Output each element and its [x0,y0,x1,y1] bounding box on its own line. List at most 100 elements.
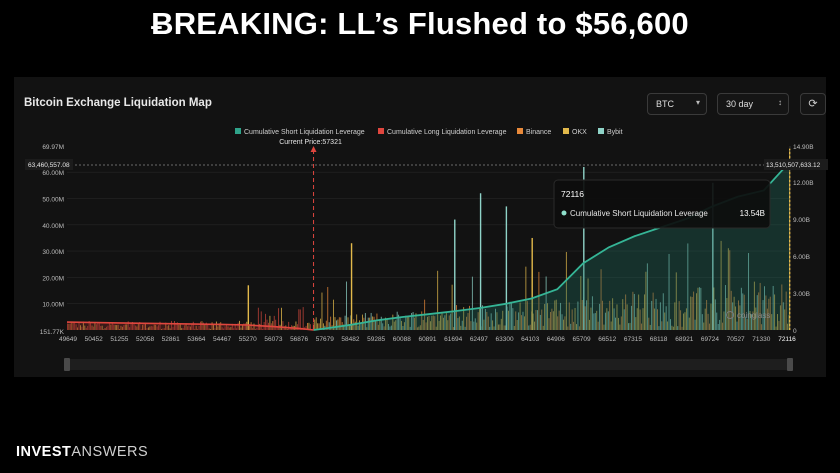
brand-bold: INVEST [16,444,72,460]
coin-select[interactable]: BTC ▾ [647,93,707,115]
range-scrollbar[interactable] [67,359,790,370]
exchange-bar [376,313,378,330]
legend-label: Bybit [607,129,623,136]
exchange-bar [519,302,521,330]
exchange-bar [435,326,437,330]
exchange-bar [408,315,410,330]
long-bar [185,323,187,330]
peak-bar [712,182,714,330]
exchange-bar [416,327,418,330]
long-bar [244,323,246,330]
exchange-bar [755,307,757,330]
exchange-bar [425,322,427,330]
exchange-bar [500,318,502,330]
long-bar [179,323,181,330]
exchange-bar [716,312,718,330]
long-bar [168,325,170,330]
long-bar [153,324,155,330]
long-bar [130,322,132,330]
long-leverage-line [66,321,314,331]
exchange-bar [604,312,606,330]
exchange-bar [678,301,680,330]
long-bar [108,322,110,330]
exchange-bar [740,287,742,330]
exchange-bar [769,296,771,330]
exchange-bar [448,315,450,330]
exchange-bar [736,321,738,330]
exchange-bar [476,322,478,330]
long-bar [94,322,96,330]
long-bar [75,324,77,330]
long-bar [129,327,131,330]
exchange-bar [322,323,324,330]
exchange-bar [578,326,580,330]
exchange-bar [367,317,369,330]
exchange-bar [564,316,566,330]
exchange-bar [515,311,517,330]
exchange-bar [551,308,553,330]
exchange-bar [730,290,732,330]
exchange-bar [444,315,446,330]
exchange-bar [779,305,781,330]
x-tick: 67315 [624,336,642,343]
exchange-bar [632,291,634,330]
exchange-bar [509,301,511,330]
exchange-bar [357,325,359,330]
long-bar [127,321,129,330]
exchange-bar [641,323,643,330]
x-tick: 71330 [752,336,770,343]
x-tick: 51255 [110,336,128,343]
refresh-button[interactable]: ⟳ [800,93,826,115]
long-bar [288,321,290,330]
long-bar [72,322,74,330]
range-select[interactable]: 30 day ↕ [717,93,789,115]
exchange-bar [328,322,330,330]
y-right-tick: 0 [793,328,797,335]
tooltip-value: 13.54B [740,209,765,218]
exchange-bar [617,317,619,330]
legend-swatch [517,128,523,134]
exchange-bar [602,300,603,330]
y-left-tick: 69.97M [42,144,64,151]
right-marker-label: 13,510,507,633.12 [766,162,821,169]
long-bar [256,327,258,330]
long-bar [155,324,157,330]
panel-title: Bitcoin Exchange Liquidation Map [24,97,212,109]
exchange-bar [458,316,460,330]
exchange-bar [428,315,430,330]
exchange-bar [659,302,661,330]
long-bar [113,324,115,330]
long-bar [262,328,264,330]
long-bar [266,319,268,330]
exchange-bar [664,312,666,330]
exchange-bar [463,307,465,330]
scrollbar-right-handle[interactable] [787,358,793,371]
exchange-bar [487,316,489,330]
scrollbar-left-handle[interactable] [64,358,70,371]
exchange-bar [523,316,525,330]
long-bar [240,327,242,330]
long-bar [174,321,175,330]
long-bar [162,328,164,330]
exchange-bar [787,323,789,330]
exchange-bar [440,315,441,330]
exchange-bar [646,263,648,330]
x-tick: 55270 [239,336,257,343]
x-tick: 62497 [470,336,488,343]
exchange-bar [470,321,472,330]
exchange-bar [648,317,650,330]
long-bar [228,327,230,330]
exchange-bar [535,309,537,330]
exchange-bar [461,320,463,330]
exchange-bar [453,327,455,330]
exchange-bar [405,315,407,330]
exchange-bar [782,302,784,330]
exchange-bar [777,314,778,330]
coin-select-value: BTC [656,99,674,109]
long-bar [103,329,105,330]
exchange-bar [528,325,530,330]
refresh-icon: ⟳ [808,98,818,110]
exchange-bar [567,326,569,330]
long-bar [246,321,248,330]
long-bar [68,323,70,330]
